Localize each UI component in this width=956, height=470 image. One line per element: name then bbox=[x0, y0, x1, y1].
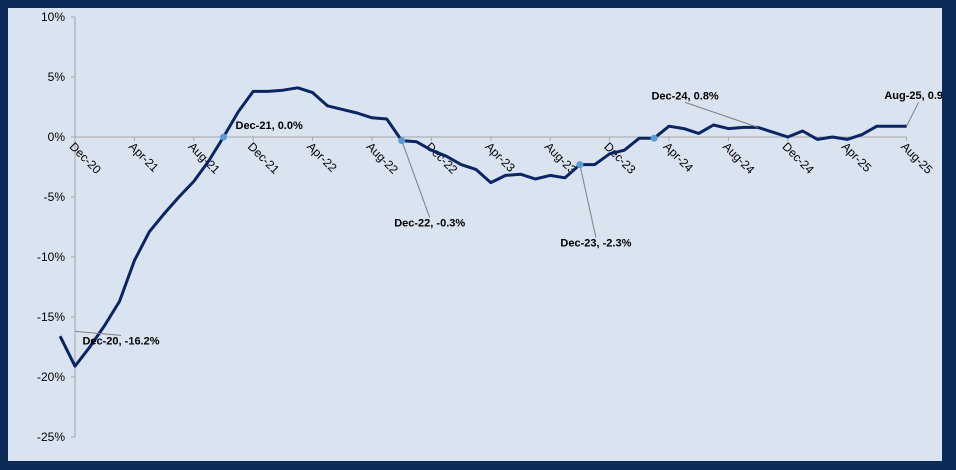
x-tick-label: Aug-24 bbox=[720, 139, 757, 176]
annotation-leader-line bbox=[401, 140, 431, 218]
data-label: Dec-23, -2.3% bbox=[560, 238, 631, 250]
x-tick-label: Apr-25 bbox=[839, 139, 875, 175]
x-tick-label: Apr-22 bbox=[304, 139, 340, 175]
y-tick-label: -20% bbox=[37, 370, 65, 384]
data-label: Dec-21, 0.0% bbox=[236, 120, 303, 132]
x-tick-label: Dec-24 bbox=[779, 139, 816, 176]
line-chart: 10% 5% 0% -5% -10% -15% -20% -25% Dec-20 Apr-21 Au… bbox=[37, 10, 942, 444]
data-label: Dec-24, 0.8% bbox=[651, 90, 718, 102]
y-tick-label: -5% bbox=[44, 190, 66, 204]
data-point-marker bbox=[220, 133, 227, 141]
series-line bbox=[58, 86, 907, 368]
data-label: Aug-25, 0.9% bbox=[884, 90, 942, 102]
data-label: Dec-22, -0.3% bbox=[394, 218, 465, 230]
x-tick-label: Dec-21 bbox=[245, 139, 282, 176]
y-tick-label: 0% bbox=[48, 130, 66, 144]
data-point-marker bbox=[650, 134, 658, 142]
x-tick-label: Apr-23 bbox=[482, 139, 518, 175]
annotation-leader-line bbox=[74, 330, 122, 336]
data-label: Dec-20, -16.2% bbox=[82, 335, 159, 347]
x-tick-label: Aug-22 bbox=[364, 139, 401, 176]
x-tick-label: Aug-25 bbox=[898, 139, 935, 176]
annotation-leader-line bbox=[579, 164, 597, 238]
x-tick-label: Dec-20 bbox=[67, 139, 104, 176]
x-tick-label: Apr-24 bbox=[661, 139, 697, 175]
y-tick-label: -10% bbox=[37, 250, 65, 264]
annotation-leader-line bbox=[906, 101, 920, 127]
data-point-marker bbox=[398, 137, 406, 145]
x-tick-label: Dec-22 bbox=[423, 139, 460, 176]
y-tick-label: 5% bbox=[48, 70, 66, 84]
annotation-leader-line bbox=[684, 101, 759, 128]
y-tick-label: 10% bbox=[41, 10, 65, 24]
y-tick-label: -25% bbox=[37, 430, 65, 444]
data-point-marker bbox=[576, 161, 584, 169]
y-tick-label: -15% bbox=[37, 310, 65, 324]
chart-frame: 10% 5% 0% -5% -10% -15% -20% -25% Dec-20 Apr-21 Au… bbox=[8, 8, 942, 461]
x-tick-label: Apr-21 bbox=[126, 139, 162, 175]
